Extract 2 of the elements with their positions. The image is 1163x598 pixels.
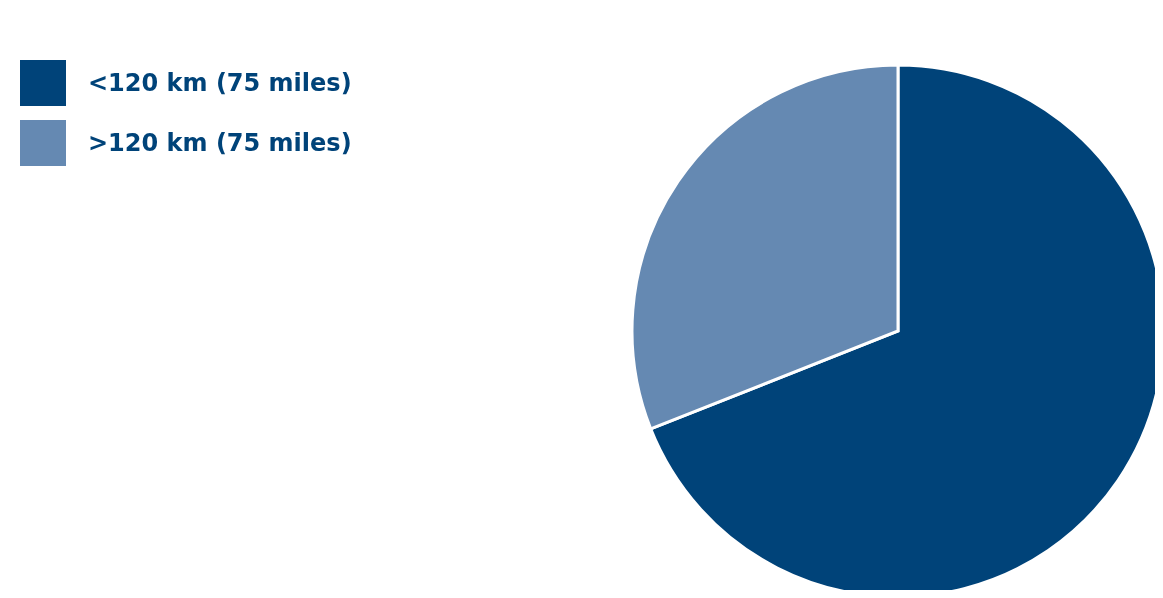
legend-label: >120 km (75 miles)	[88, 129, 352, 157]
legend-label: <120 km (75 miles)	[88, 69, 352, 97]
